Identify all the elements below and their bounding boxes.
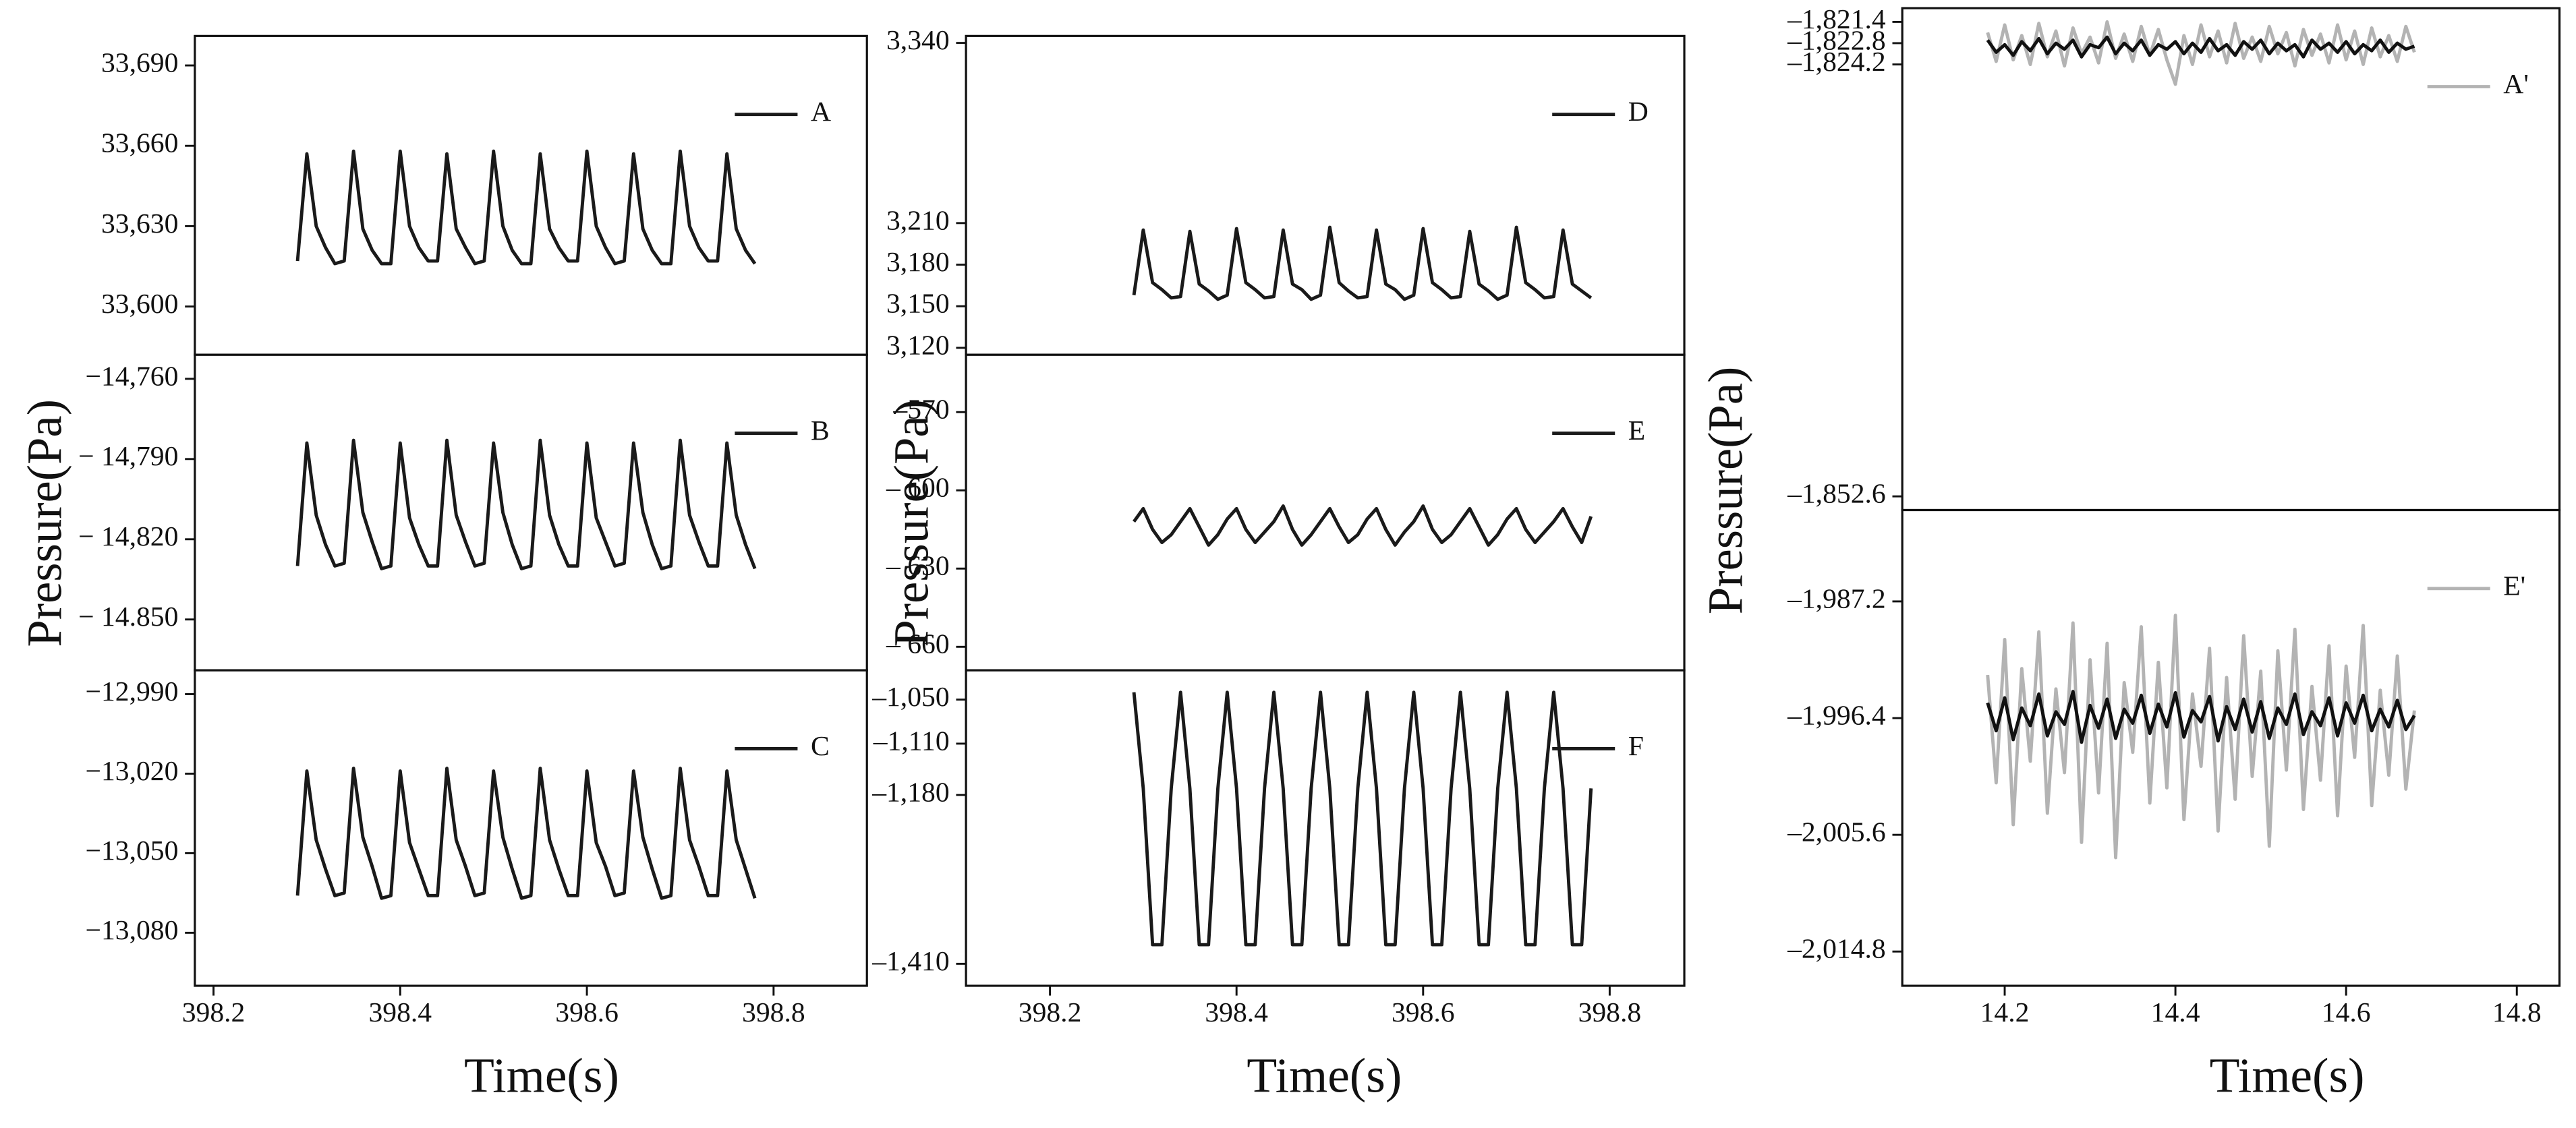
y-tick-label: –570 [892, 394, 949, 425]
series-line [1986, 20, 2416, 86]
y-tick-label: 3,210 [886, 204, 950, 235]
legend-label: E [1628, 415, 1645, 446]
y-tick-label: – 630 [886, 550, 950, 581]
y-tick-label: − 14,790 [78, 440, 178, 471]
x-tick-label: 398.4 [369, 997, 432, 1028]
x-tick-label: 398.6 [555, 997, 619, 1028]
x-tick-label: 398.8 [742, 997, 805, 1028]
legend-label: A' [2503, 68, 2529, 99]
y-tick-label: 3,180 [886, 246, 950, 277]
series-line [295, 767, 757, 900]
y-tick-label: − 14,820 [78, 521, 178, 552]
y-axis-label: Pressure(Pa) [17, 399, 71, 647]
legend-label: F [1628, 730, 1644, 761]
y-tick-label: 3,120 [886, 330, 950, 361]
y-tick-label: –1,050 [871, 681, 949, 712]
y-tick-label: 33,600 [101, 288, 178, 319]
series-line [1986, 35, 2415, 59]
y-tick-label: –1,852.6 [1787, 478, 1886, 509]
y-tick-label: −13,050 [85, 835, 178, 866]
y-axis-label: Pressure(Pa) [884, 399, 938, 647]
y-tick-label: −12,990 [85, 676, 178, 707]
series-line [295, 149, 757, 266]
y-tick-label: 33,660 [101, 127, 178, 158]
x-tick-label: 398.6 [1392, 997, 1455, 1028]
legend-label: C [811, 730, 830, 761]
y-tick-label: −13,020 [85, 755, 178, 786]
plot-frame [1901, 508, 2561, 987]
y-tick-label: –1,987.2 [1787, 583, 1886, 614]
legend-label: B [811, 415, 830, 446]
y-tick-label: 33,630 [101, 208, 178, 239]
y-axis-label: Pressure(Pa) [1698, 367, 1752, 615]
y-tick-label: –1,821.4 [1787, 3, 1886, 34]
y-tick-label: 3,340 [886, 24, 950, 55]
x-tick-label: 14.8 [2492, 997, 2542, 1028]
y-tick-label: − 14.850 [78, 601, 178, 632]
x-tick-label: 398.8 [1578, 997, 1642, 1028]
y-tick-label: –1,180 [871, 777, 949, 808]
y-tick-label: −14,760 [85, 360, 178, 391]
plot-frame [965, 669, 1686, 987]
y-tick-label: – 660 [886, 628, 950, 659]
y-tick-label: –1,410 [871, 945, 949, 976]
series-line [295, 438, 757, 570]
plot-frame [194, 669, 868, 987]
x-tick-label: 14.6 [2322, 997, 2371, 1028]
series-line [1986, 690, 2416, 744]
x-tick-label: 398.2 [1019, 997, 1082, 1028]
x-tick-label: 398.4 [1205, 997, 1268, 1028]
series-line [1132, 690, 1593, 947]
y-tick-label: –2,014.8 [1787, 933, 1886, 964]
y-tick-label: −13,080 [85, 914, 178, 945]
series-line [1132, 225, 1593, 301]
x-tick-label: 398.2 [182, 997, 246, 1028]
x-axis-label: Time(s) [2210, 1048, 2365, 1103]
y-tick-label: 3,150 [886, 288, 950, 319]
x-tick-label: 14.4 [2151, 997, 2200, 1028]
x-tick-label: 14.2 [1980, 997, 2030, 1028]
y-tick-label: –1,822.8 [1787, 25, 1886, 56]
x-axis-label: Time(s) [1247, 1048, 1402, 1103]
legend-label: D [1628, 96, 1649, 127]
y-tick-label: –1,824.2 [1787, 46, 1886, 77]
series-line [1133, 504, 1593, 547]
legend-label: A [811, 96, 831, 127]
y-tick-label: –1,110 [873, 725, 950, 756]
y-tick-label: –1,996.4 [1787, 700, 1886, 731]
y-tick-label: 33,690 [101, 47, 178, 78]
legend-label: E' [2503, 570, 2525, 601]
y-tick-label: –2,005.6 [1787, 817, 1886, 848]
y-tick-label: – 600 [886, 472, 950, 503]
x-axis-label: Time(s) [464, 1048, 619, 1103]
